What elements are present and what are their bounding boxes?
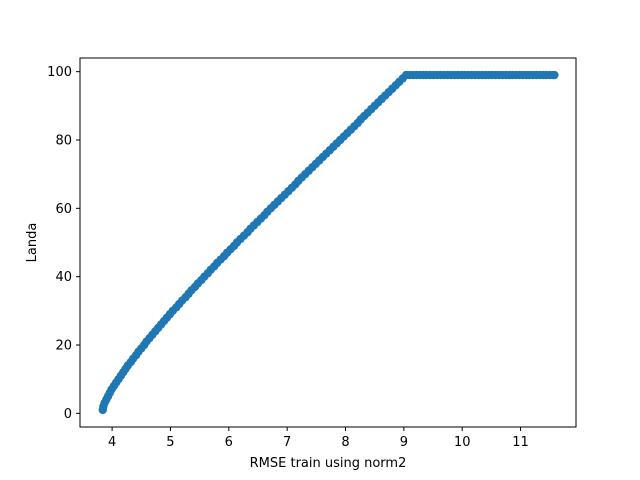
y-tick-label: 100 — [47, 65, 72, 80]
x-tick-label: 6 — [225, 435, 233, 450]
y-tick-label: 80 — [55, 134, 72, 149]
data-points — [98, 70, 559, 415]
y-tick-label: 60 — [55, 202, 72, 217]
x-tick-label: 11 — [512, 435, 529, 450]
y-axis-ticks: 0 20 40 60 80 100 — [47, 65, 80, 422]
x-tick-label: 9 — [400, 435, 408, 450]
x-axis-label: RMSE train using norm2 — [250, 456, 407, 471]
x-tick-label: 8 — [341, 435, 349, 450]
y-tick-label: 0 — [64, 407, 72, 422]
x-tick-label: 7 — [283, 435, 291, 450]
x-axis-ticks: 4 5 6 7 8 9 10 11 — [108, 427, 529, 450]
plot-frame — [79, 57, 577, 428]
y-axis-label: Landa — [25, 223, 40, 263]
y-tick-label: 40 — [55, 270, 72, 285]
x-tick-label: 4 — [108, 435, 116, 450]
data-point — [550, 70, 559, 80]
x-tick-label: 10 — [454, 435, 471, 450]
y-tick-label: 20 — [55, 339, 72, 354]
x-tick-label: 5 — [166, 435, 174, 450]
